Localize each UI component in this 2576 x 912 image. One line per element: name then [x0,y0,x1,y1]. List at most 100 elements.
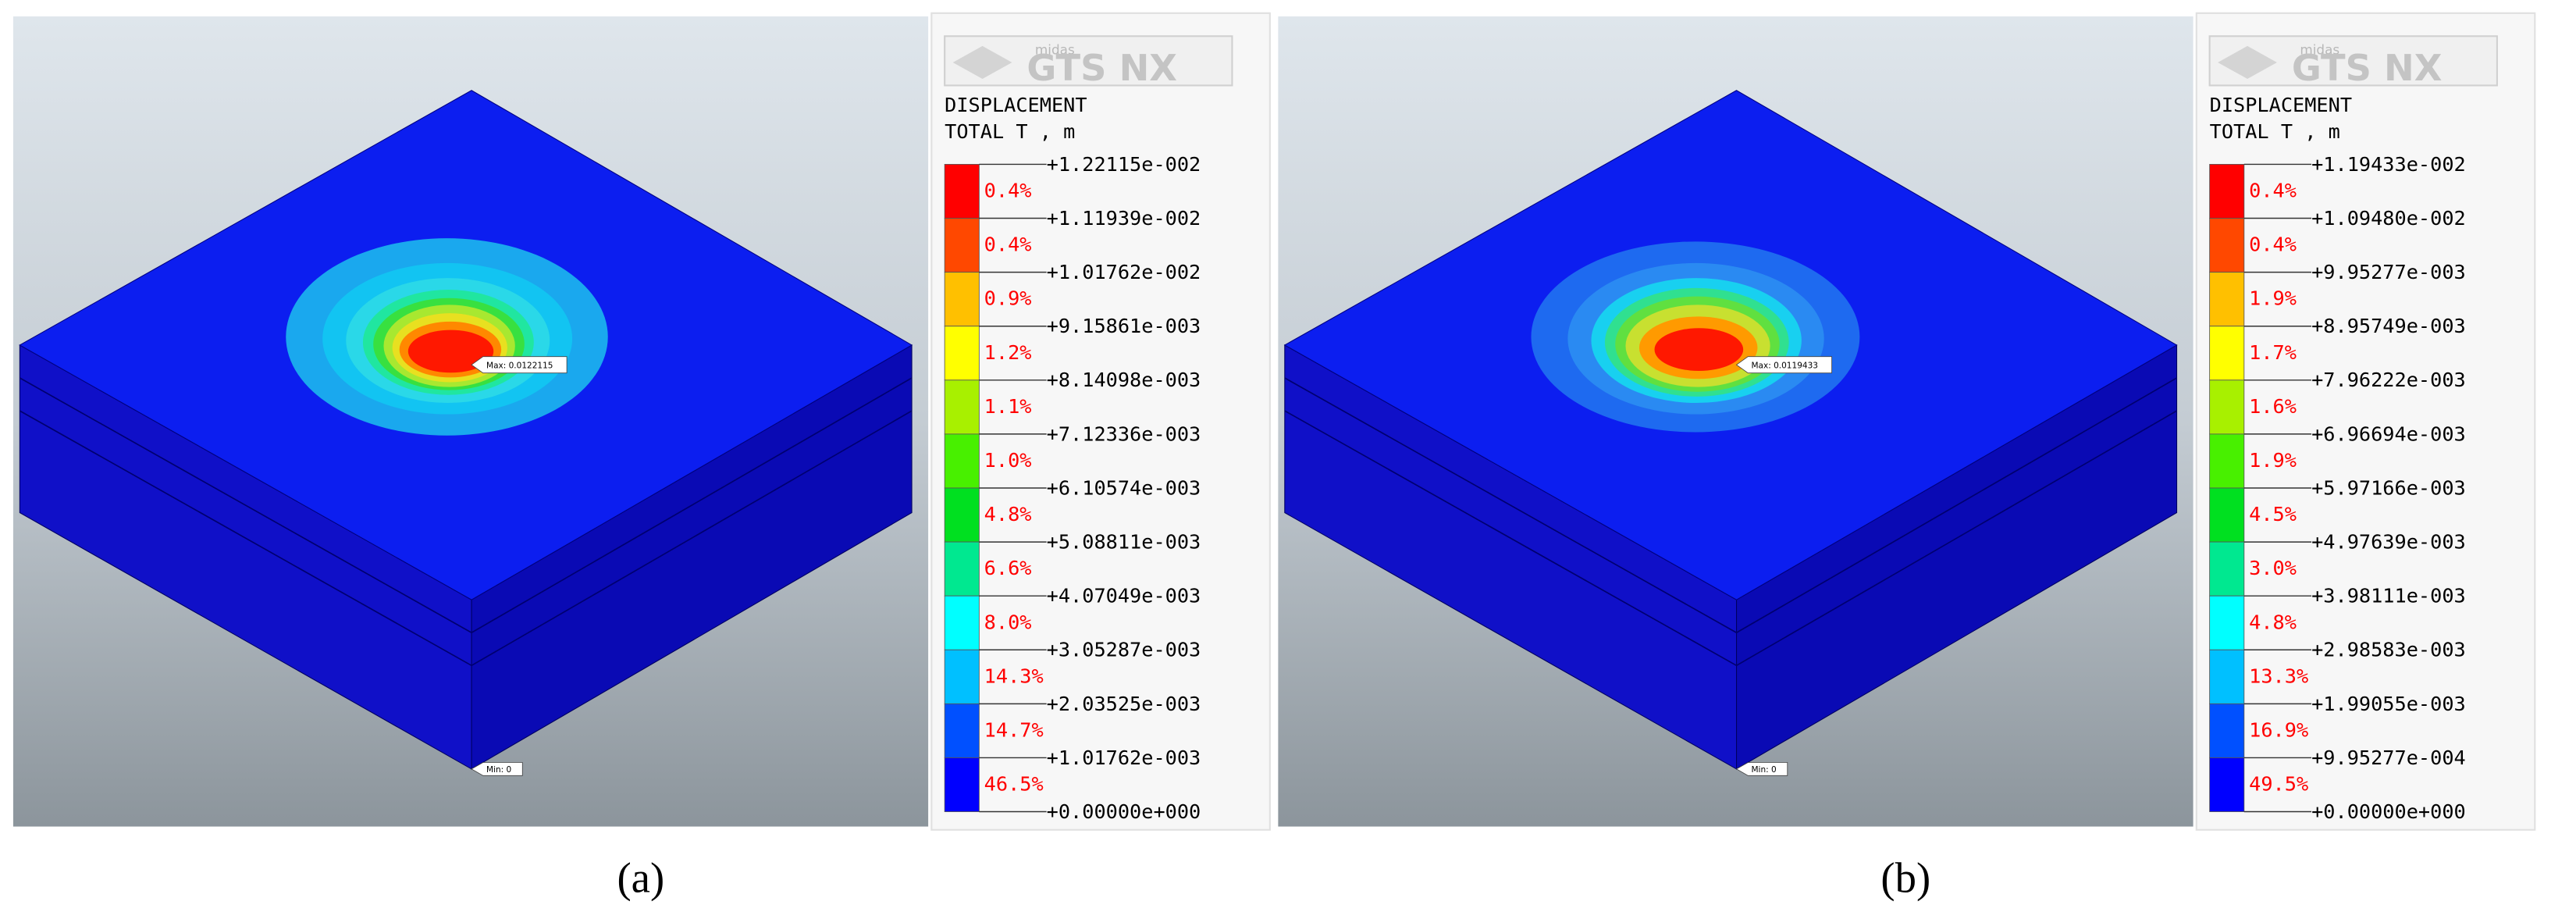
legend-percent: 1.9% [2249,287,2297,310]
legend-level: +5.08811e-003 [1047,531,1201,554]
legend-background [2195,12,2536,831]
legend-swatch [944,326,980,381]
legend-swatch [2209,703,2245,758]
legend-swatch [2209,218,2245,273]
layer-line [19,410,913,667]
legend-level: +1.01762e-002 [1047,261,1201,283]
min-tag [1735,762,1788,776]
legend-percent: 8.0% [984,611,1032,633]
legend-level: +1.22115e-002 [1047,153,1201,176]
legend-title: DISPLACEMENT [2210,94,2352,116]
legend-percent: 0.9% [984,287,1032,310]
legend-background [930,12,1271,831]
legend-level: +9.95277e-003 [2311,261,2466,283]
legend-swatch [944,541,980,597]
max-label: Max: 0.0119433 [1751,361,1818,370]
legend-level: +2.03525e-003 [1047,693,1201,715]
legend-swatch [944,649,980,704]
layer-line [1284,377,2177,634]
legend-level: +2.98583e-003 [2311,639,2466,661]
legend-subtitle: TOTAL T , m [2210,120,2340,143]
legend-level: +6.96694e-003 [2311,422,2466,445]
legend-level: +7.12336e-003 [1047,422,1201,445]
legend-percent: 4.8% [984,503,1032,525]
legend-level: +3.98111e-003 [2311,585,2466,607]
legend-percent: 14.3% [984,664,1044,687]
legend-swatch [2209,379,2245,435]
legend-percent: 3.0% [2249,557,2297,579]
legend-percent: 0.4% [984,233,1032,256]
logo-small: midas [2300,41,2339,57]
legend-swatch [2209,164,2245,219]
legend-level: +8.14098e-003 [1047,369,1201,391]
contour-band [1654,328,1744,371]
layer-line [1284,410,2177,667]
panel-caption: (b) [1880,854,1930,902]
logo-big: GTS NX [2292,47,2443,89]
min-tag [471,762,523,776]
legend-level: +5.97166e-003 [2311,476,2466,499]
logo-icon [2218,45,2277,80]
legend-swatch [944,487,980,543]
legend-level: +1.99055e-003 [2311,693,2466,715]
legend-level: +9.15861e-003 [1047,315,1201,337]
contour-band [407,330,494,373]
legend-swatch [2209,433,2245,489]
legend-swatch [2209,649,2245,704]
legend-percent: 0.4% [984,180,1032,202]
legend-level: +4.07049e-003 [1047,585,1201,607]
logo-small: midas [1035,41,1075,57]
legend-swatch [2209,595,2245,650]
legend-swatch [944,164,980,219]
legend-level: +6.10574e-003 [1047,476,1201,499]
legend-swatch [2209,541,2245,597]
logo-icon [952,45,1012,80]
max-tag [1735,356,1833,374]
min-label: Min: 0 [1751,765,1776,775]
legend-level: +0.00000e+000 [2311,800,2466,823]
legend-level: +0.00000e+000 [1047,800,1201,823]
legend-swatch [944,595,980,650]
legend-swatch [944,703,980,758]
legend-percent: 16.9% [2249,718,2308,741]
legend-percent: 4.5% [2249,503,2297,525]
min-label: Min: 0 [486,765,511,775]
legend-swatch [2209,326,2245,381]
legend-swatch [2209,757,2245,812]
legend-percent: 6.6% [984,557,1032,579]
legend-percent: 0.4% [2249,180,2297,202]
legend-level: +9.95277e-004 [2311,746,2466,769]
legend-level: +1.11939e-002 [1047,207,1201,230]
legend-swatch [944,433,980,489]
legend-swatch [944,272,980,327]
legend-level: +1.19433e-002 [2311,153,2466,176]
legend-swatch [2209,487,2245,543]
legend-percent: 1.6% [2249,395,2297,418]
legend-percent: 49.5% [2249,773,2308,796]
legend-percent: 4.8% [2249,611,2297,633]
logo-big: GTS NX [1026,47,1177,89]
legend-swatch [944,757,980,812]
layer-line [19,377,913,634]
max-tag [471,356,568,374]
legend-percent: 1.7% [2249,341,2297,364]
legend-level: +4.97639e-003 [2311,531,2466,554]
legend-percent: 0.4% [2249,233,2297,256]
legend-level: +3.05287e-003 [1047,639,1201,661]
legend-swatch [944,218,980,273]
legend-level: +1.01762e-003 [1047,746,1201,769]
legend-swatch [944,379,980,435]
legend-percent: 1.1% [984,395,1032,418]
legend-percent: 14.7% [984,718,1044,741]
legend-percent: 1.9% [2249,449,2297,472]
legend-percent: 1.0% [984,449,1032,472]
legend-level: +7.96222e-003 [2311,369,2466,391]
legend-level: +8.95749e-003 [2311,315,2466,337]
max-label: Max: 0.0122115 [486,361,553,370]
legend-swatch [2209,272,2245,327]
legend-level: +1.09480e-002 [2311,207,2466,230]
panel-caption: (a) [617,854,664,902]
